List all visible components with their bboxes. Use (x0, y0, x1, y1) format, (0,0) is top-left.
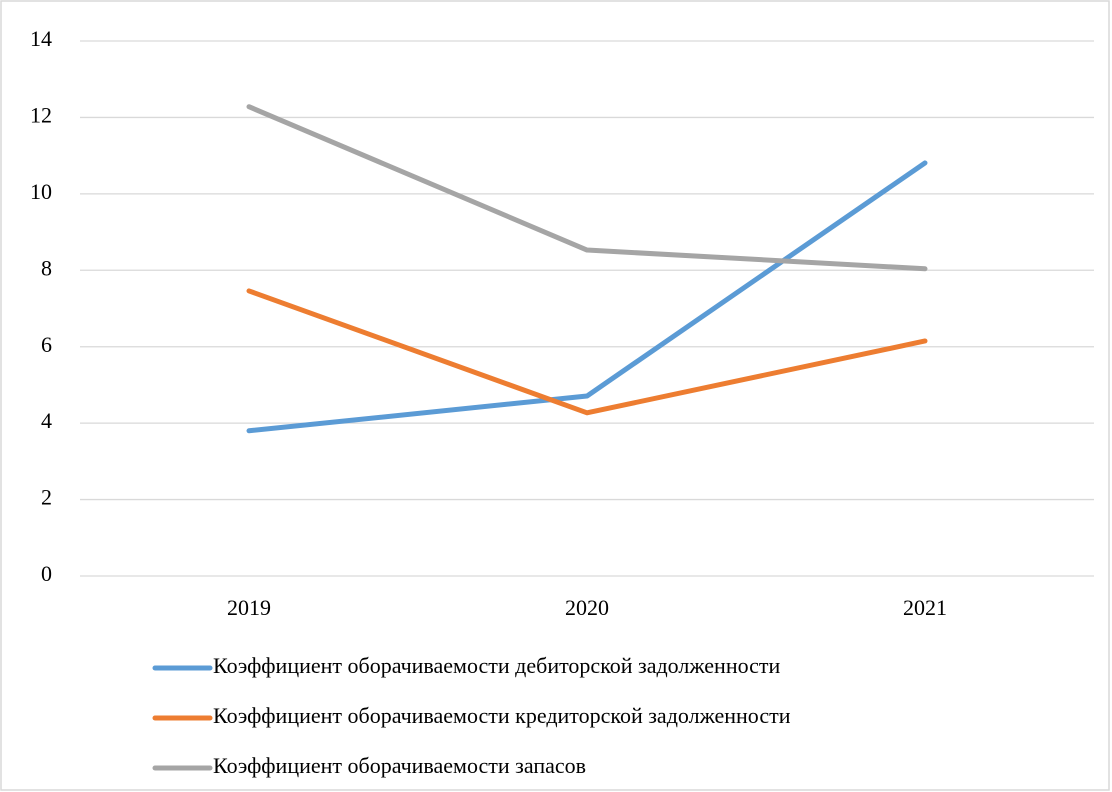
y-tick-label: 10 (30, 179, 52, 204)
x-tick-label: 2020 (565, 595, 609, 620)
legend-label: Коэффициент оборачиваемости кредиторской… (213, 703, 791, 728)
y-tick-label: 0 (41, 561, 52, 586)
legend-label: Коэффициент оборачиваемости дебиторской … (213, 653, 781, 678)
y-tick-label: 14 (30, 26, 52, 51)
legend-label: Коэффициент оборачиваемости запасов (213, 753, 586, 778)
series-line (246, 104, 928, 272)
y-tick-label: 4 (41, 408, 52, 433)
y-tick-label: 8 (41, 255, 52, 280)
x-tick-label: 2019 (227, 595, 271, 620)
y-tick-label: 12 (30, 102, 52, 127)
series-line (246, 160, 928, 434)
y-tick-label: 6 (41, 332, 52, 357)
y-tick-label: 2 (41, 485, 52, 510)
series-line (246, 288, 928, 416)
x-tick-label: 2021 (903, 595, 947, 620)
